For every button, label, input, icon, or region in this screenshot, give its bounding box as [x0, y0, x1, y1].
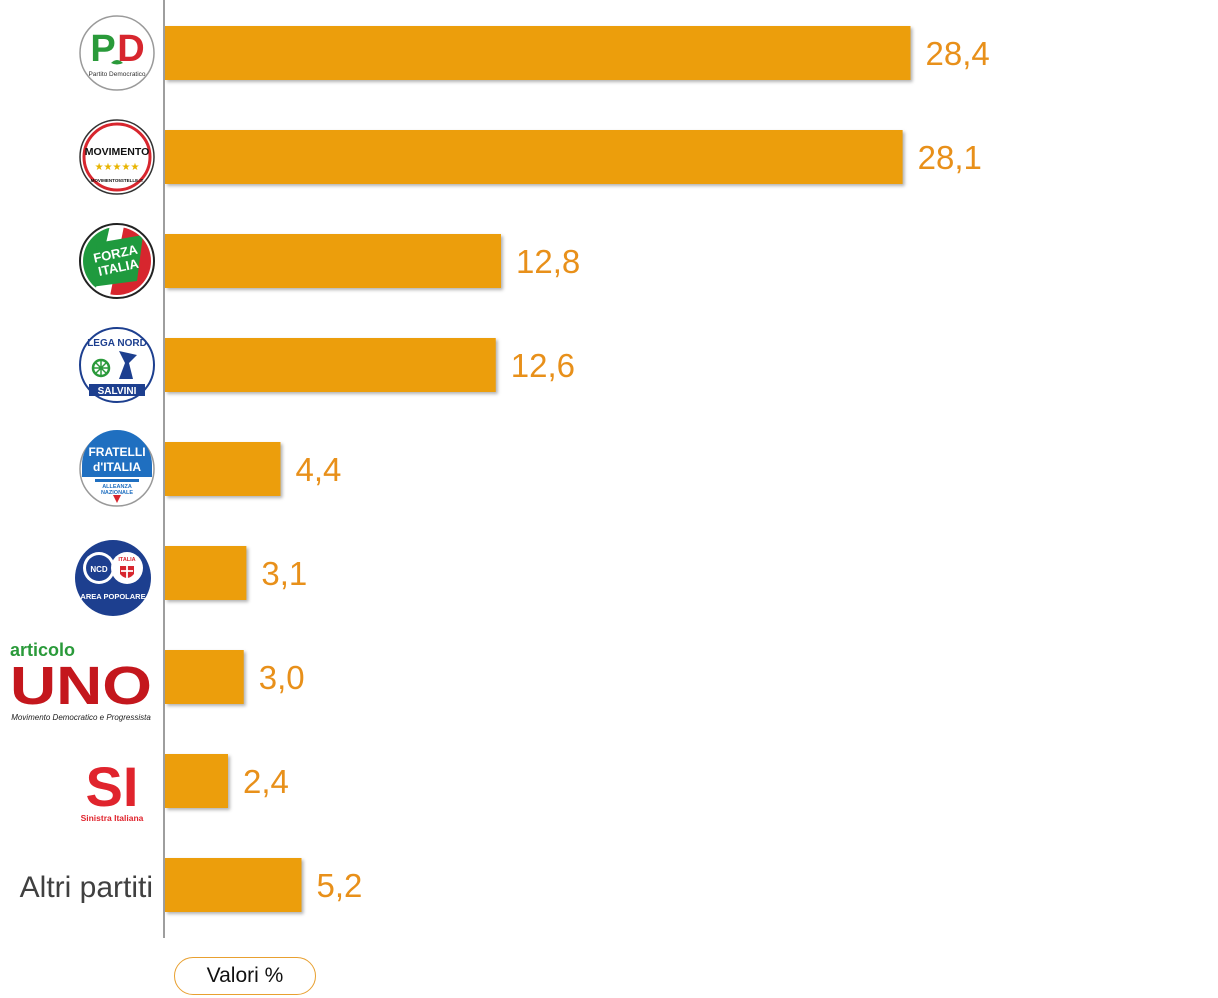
pd-logo-icon: P D Partito Democratico: [79, 15, 155, 91]
ap-logo-bottom: AREA POPOLARE: [80, 592, 145, 601]
bar-2: [165, 130, 903, 184]
value-label-6: 3,1: [261, 555, 307, 592]
bar-1: [165, 26, 911, 80]
articolo-uno-logo-icon: articolo UNO Movimento Democratico e Pro…: [10, 640, 152, 722]
fdi-logo-text-1: FRATELLI: [88, 445, 145, 459]
fdi-logo-text-4: NAZIONALE: [101, 490, 133, 496]
si-logo-caption: Sinistra Italiana: [81, 813, 144, 823]
value-label-3: 12,8: [516, 243, 580, 280]
pd-logo-caption: Partito Democratico: [88, 71, 145, 78]
pd-logo-d: D: [117, 28, 144, 70]
units-badge: Valori %: [174, 957, 316, 995]
pd-logo-p: P: [90, 28, 115, 70]
value-label-4: 12,6: [511, 347, 575, 384]
value-label-9: 5,2: [317, 867, 363, 904]
value-label-1: 28,4: [926, 35, 990, 72]
m5s-logo-icon: MOVIMENTO ★★★★★ MOVIMENTO5STELLE.IT: [79, 119, 155, 195]
bar-4: [165, 338, 496, 392]
bar-5: [165, 442, 281, 496]
category-label-altri-partiti: Altri partiti: [20, 871, 153, 904]
bars-layer: [165, 26, 911, 912]
bar-7: [165, 650, 244, 704]
value-label-8: 2,4: [243, 763, 289, 800]
fdi-logo-text-2: d'ITALIA: [93, 460, 141, 474]
ap-logo-italia: ITALIA: [118, 557, 135, 563]
value-label-2: 28,1: [918, 139, 982, 176]
value-label-5: 4,4: [296, 451, 342, 488]
fratelli-italia-logo-icon: FRATELLI d'ITALIA ALLEANZA NAZIONALE: [79, 430, 155, 507]
m5s-logo-text: MOVIMENTO: [85, 146, 150, 158]
uno-logo-main: UNO: [10, 656, 152, 716]
bar-3: [165, 234, 501, 288]
m5s-logo-stars: ★★★★★: [95, 162, 140, 173]
forza-italia-logo-icon: FORZA ITALIA: [79, 223, 155, 299]
sinistra-italiana-logo-icon: SI Sinistra Italiana: [81, 755, 144, 823]
m5s-logo-caption: MOVIMENTO5STELLE.IT: [91, 178, 144, 183]
lega-nord-logo-icon: LEGA NORD SALVINI: [79, 327, 155, 403]
ap-logo-ncd: NCD: [90, 565, 108, 574]
lega-logo-bottom: SALVINI: [98, 386, 137, 397]
si-logo-main: SI: [86, 755, 139, 818]
value-label-7: 3,0: [259, 659, 305, 696]
area-popolare-logo-icon: NCD ITALIA AREA POPOLARE: [75, 540, 151, 616]
uno-logo-top: articolo: [10, 640, 75, 660]
bar-9: [165, 858, 302, 912]
lega-logo-top: LEGA NORD: [87, 338, 147, 349]
value-labels-layer: 28,4 28,1 12,8 12,6 4,4 3,1 3,0 2,4 5,2: [243, 35, 990, 904]
bar-8: [165, 754, 228, 808]
uno-logo-caption: Movimento Democratico e Progressista: [11, 713, 151, 722]
bar-6: [165, 546, 247, 600]
fdi-logo-text-3: ALLEANZA: [102, 484, 132, 490]
